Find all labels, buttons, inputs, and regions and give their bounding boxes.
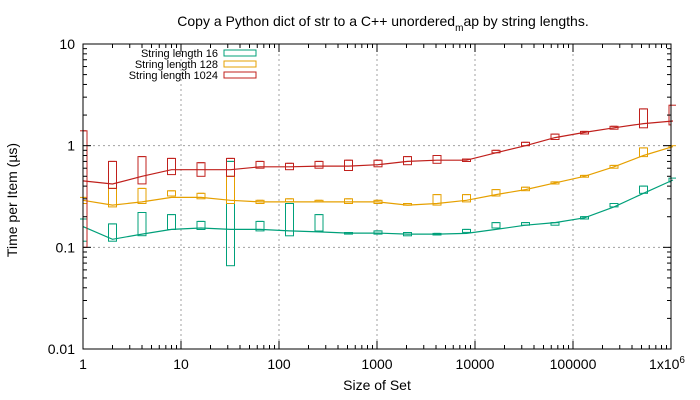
legend-label: String length 128: [135, 59, 218, 71]
box-mark: [373, 159, 383, 168]
series-line: [82, 179, 674, 240]
y-axis-label: Time per Item (µs): [4, 143, 20, 257]
x-axis-label: Size of Set: [343, 377, 411, 393]
box-mark: [314, 160, 324, 169]
x-tick-label: 1x106: [649, 355, 685, 372]
legend-label: String length 16: [141, 48, 218, 60]
box-mark: [82, 130, 88, 248]
y-tick-label: 0.01: [48, 341, 75, 357]
box-mark: [226, 175, 235, 205]
box-mark: [403, 156, 412, 166]
box-mark: [82, 218, 88, 242]
series-line: [82, 120, 674, 185]
box-mark: [344, 159, 353, 171]
x-tick-label: 1000: [361, 356, 392, 372]
box-mark: [137, 156, 147, 185]
box-mark: [639, 108, 648, 129]
series-2: [80, 145, 676, 208]
x-tick-label: 100: [267, 356, 291, 372]
x-tick-label: 10: [173, 356, 189, 372]
box-mark: [491, 222, 501, 229]
box-mark: [226, 160, 235, 267]
box-mark: [167, 214, 176, 231]
box-mark: [137, 212, 147, 237]
legend-swatch: [223, 71, 257, 79]
box-mark: [314, 214, 324, 232]
legend-swatch: [223, 49, 257, 57]
grid-layer: [83, 44, 671, 349]
tick-layer: 1 10 100 1000 10000 100000 1x106 0.01 0.1 1 10: [48, 36, 686, 372]
y-tick-label: 10: [59, 36, 75, 52]
box-mark: [167, 190, 176, 197]
chart-title: Copy a Python dict of str to a C++ unord…: [177, 13, 588, 34]
legend-swatch: [223, 60, 257, 68]
x-tick-label: 1: [79, 356, 87, 372]
series-line: [82, 146, 674, 206]
y-tick-label: 0.1: [56, 239, 76, 255]
box-mark: [344, 198, 353, 205]
series-layer: [80, 104, 676, 267]
x-tick-label: 10000: [456, 356, 495, 372]
y-tick-label: 1: [67, 138, 75, 154]
box-mark: [432, 155, 442, 164]
x-tick-label: 100000: [550, 356, 597, 372]
box-mark: [167, 157, 176, 176]
legend-label: String length 1024: [129, 70, 218, 82]
